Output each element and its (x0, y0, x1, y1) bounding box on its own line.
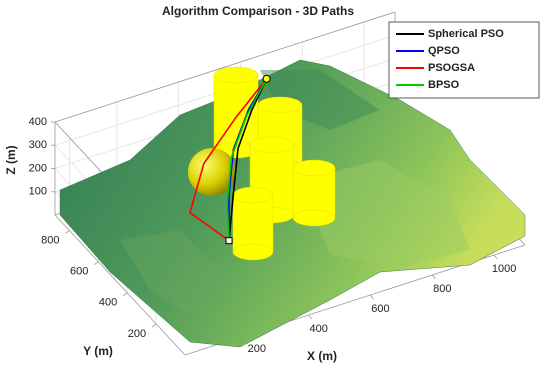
legend-label: Spherical PSO (428, 28, 504, 40)
legend-label: BPSO (428, 79, 460, 91)
x-tick-label: 200 (248, 343, 266, 355)
y-tick-label: 600 (70, 266, 88, 278)
z-axis-label: Z (m) (4, 145, 18, 174)
x-tick (493, 254, 498, 260)
path-line (228, 78, 268, 241)
y-tick (122, 292, 128, 297)
path-line (226, 78, 268, 241)
x-tick-label: 600 (371, 303, 389, 315)
chart-title: Algorithm Comparison - 3D Paths (162, 4, 354, 18)
z-tick-label: 400 (29, 116, 47, 128)
x-tick-label: 400 (309, 323, 327, 335)
y-tick-label: 200 (128, 328, 146, 340)
legend-label: PSOGSA (428, 62, 475, 74)
legend-label: QPSO (428, 45, 460, 57)
x-tick-label: 1000 (492, 263, 516, 275)
start-marker (225, 237, 233, 245)
goal-marker (262, 74, 271, 83)
path-line (228, 78, 268, 241)
z-tick-label: 100 (29, 186, 47, 198)
y-tick-label: 800 (41, 234, 59, 246)
x-tick (431, 274, 436, 280)
x-tick-label: 800 (433, 283, 451, 295)
x-tick (308, 314, 312, 320)
paths (189, 74, 271, 245)
y-tick (65, 230, 70, 234)
x-axis-label: X (m) (307, 349, 337, 363)
y-axis-label: Y (m) (83, 344, 113, 358)
y-tick (151, 323, 157, 328)
axis-line (54, 11, 396, 123)
axis-line (54, 214, 186, 356)
legend: Spherical PSO QPSO PSOGSA BPSO (388, 21, 540, 99)
z-tick-label: 200 (29, 162, 47, 174)
y-tick (94, 261, 99, 265)
z-tick-label: 300 (29, 139, 47, 151)
y-tick-label: 400 (99, 297, 117, 309)
path-line (189, 78, 268, 242)
x-tick (370, 294, 374, 300)
